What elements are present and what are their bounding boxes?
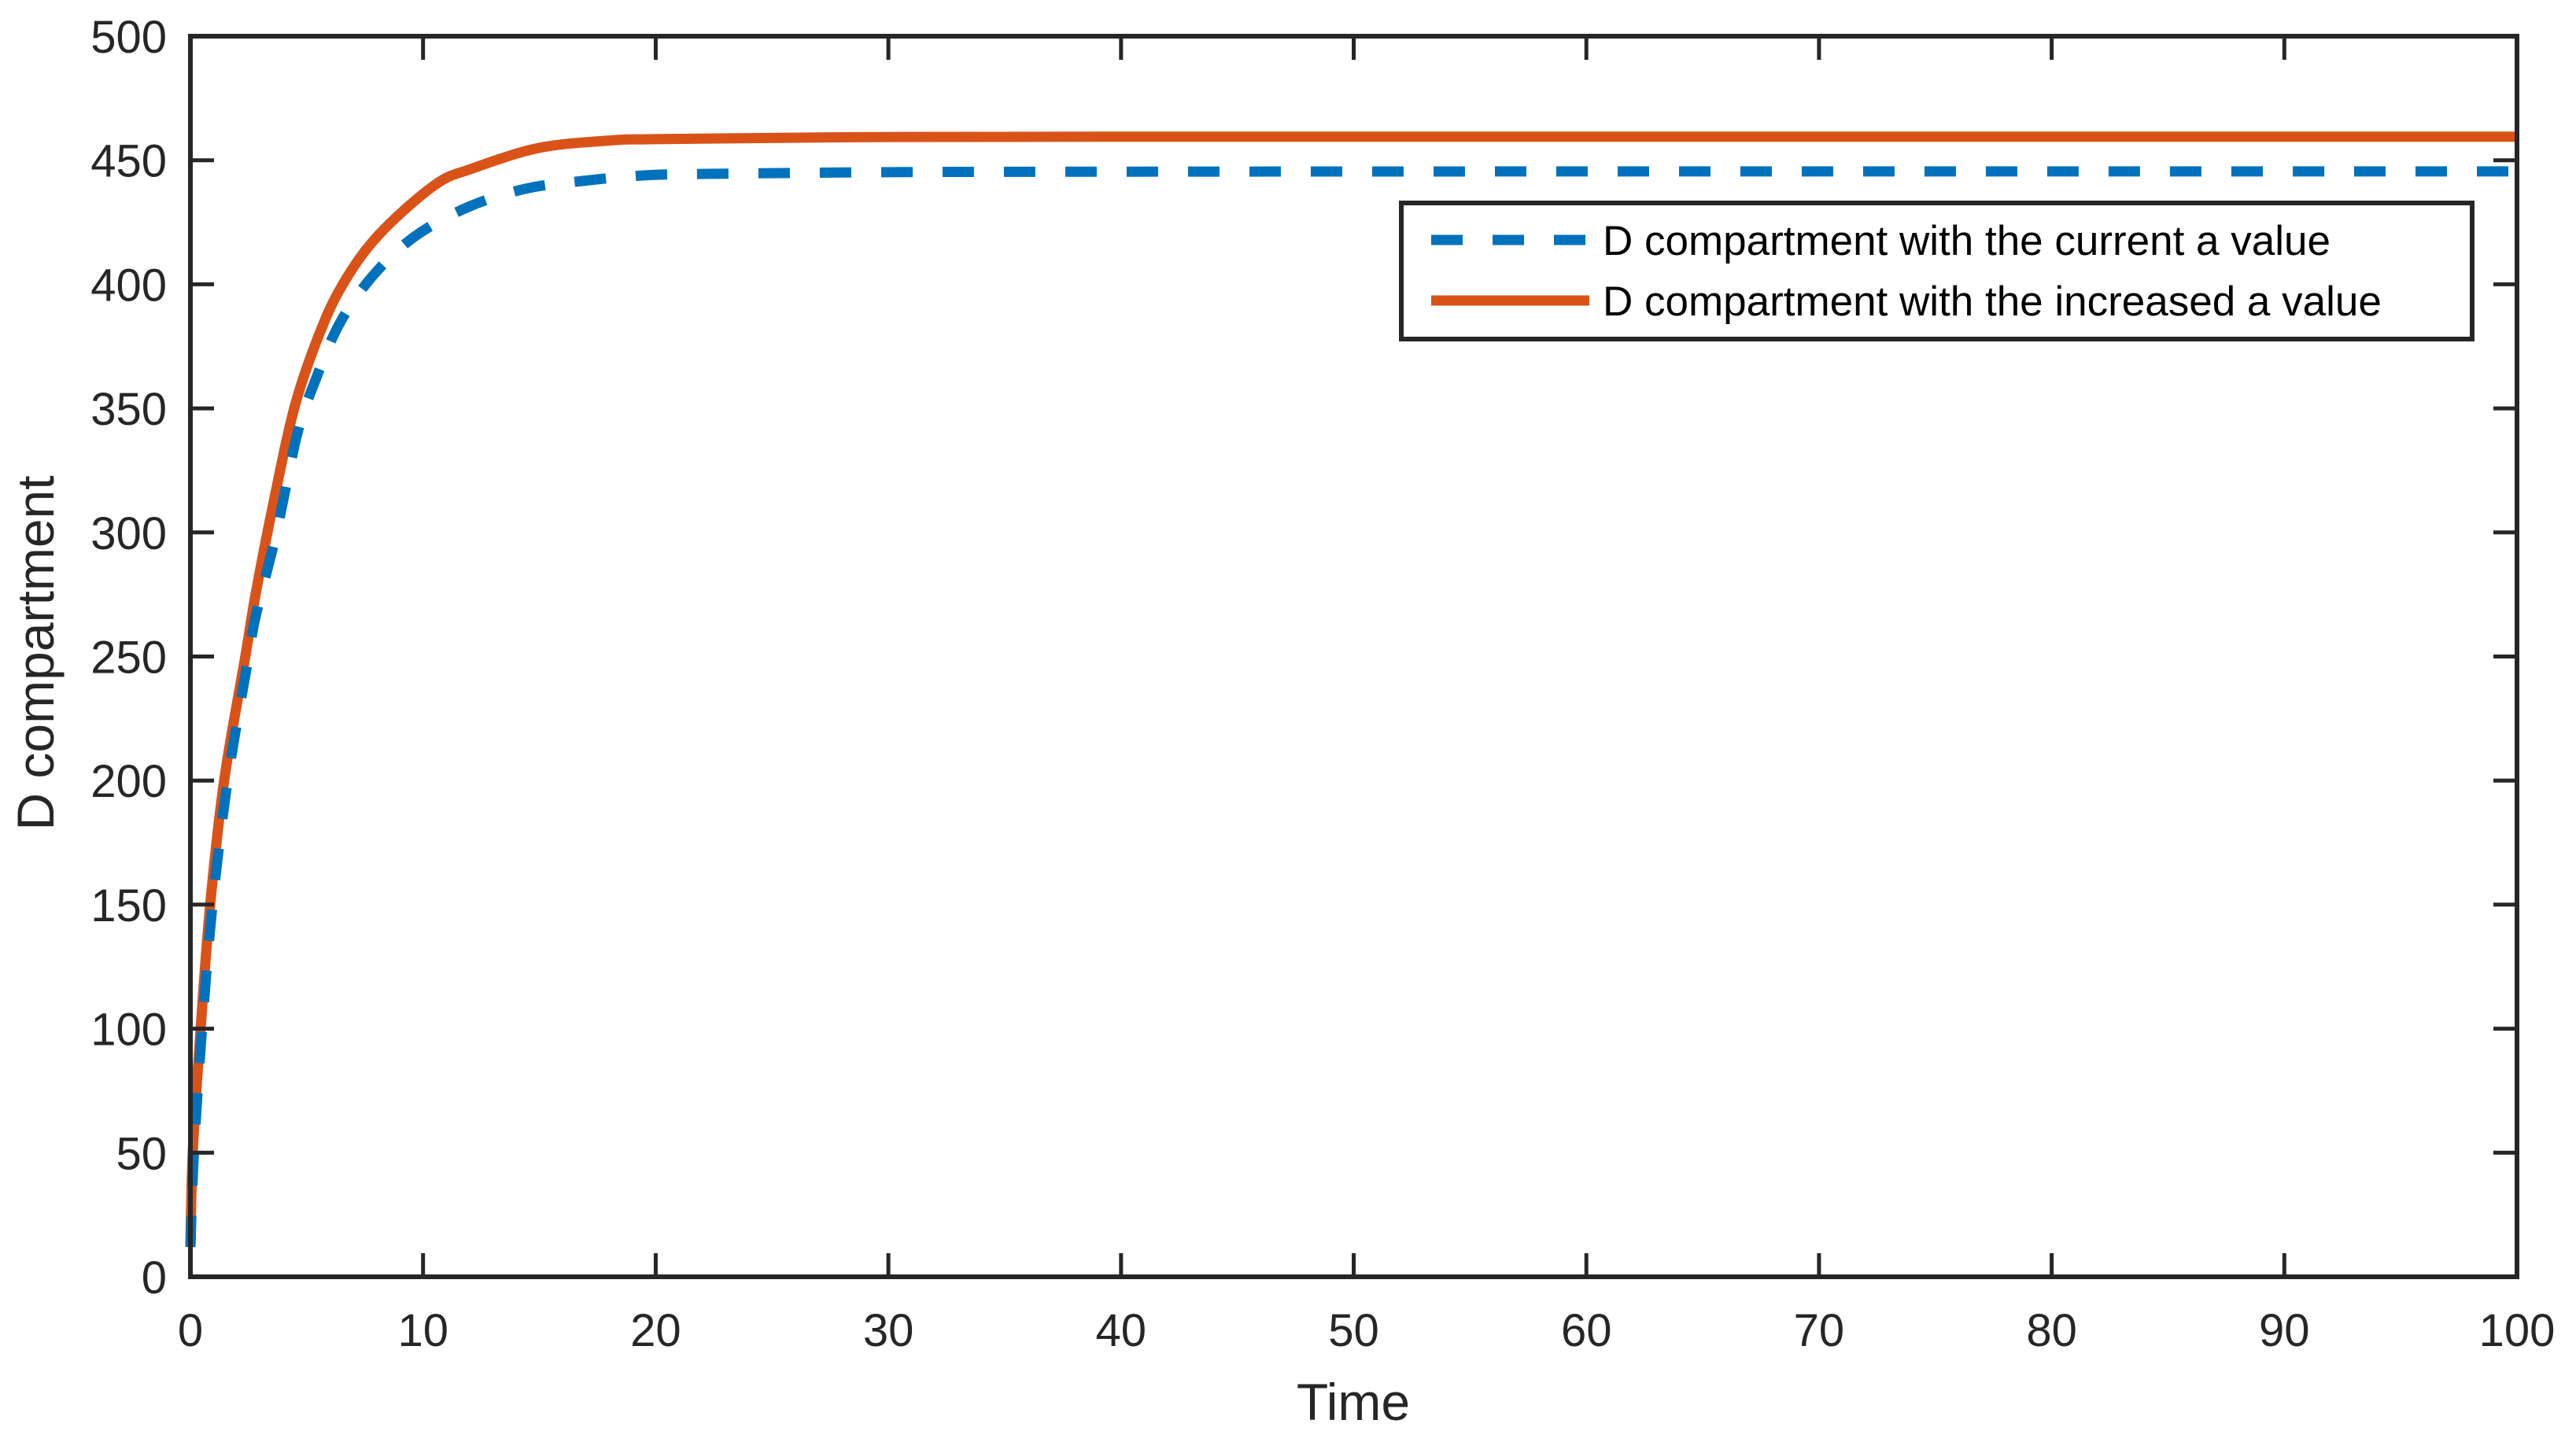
y-tick-label: 0 [142,1252,167,1304]
x-axis-title: Time [1297,1373,1410,1431]
x-tick-label: 0 [178,1305,203,1356]
y-tick-label: 350 [90,384,167,435]
x-tick-label: 100 [2479,1305,2556,1356]
x-tick-label: 40 [1096,1305,1147,1356]
series-layer [185,131,2517,1248]
y-tick-label: 50 [116,1128,167,1179]
y-tick-label: 400 [90,260,167,311]
y-tick-label: 200 [90,756,167,807]
x-axis-ticks: 0 10 20 30 40 50 60 70 80 90 100 [178,36,2556,1356]
x-tick-label: 20 [630,1305,681,1356]
x-tick-label: 60 [1561,1305,1612,1356]
y-tick-label: 450 [90,136,167,187]
x-tick-label: 50 [1328,1305,1379,1356]
x-tick-label: 70 [1794,1305,1845,1356]
legend-label-increased: D compartment with the increased a value [1603,278,2382,325]
x-tick-label: 10 [397,1305,448,1356]
y-axis-ticks: 0 50 100 150 200 250 300 350 400 450 500 [90,12,2517,1304]
y-axis-title: D compartment [6,475,65,830]
y-tick-label: 100 [90,1005,167,1056]
legend: D compartment with the current a value D… [1399,201,2475,341]
x-tick-label: 30 [863,1305,914,1356]
legend-box [1399,201,2475,341]
y-tick-label: 500 [90,12,167,63]
x-tick-label: 80 [2026,1305,2077,1356]
y-tick-label: 250 [90,632,167,684]
legend-label-current: D compartment with the current a value [1603,218,2331,264]
series-current-a-value [185,166,2517,1248]
y-tick-label: 300 [90,508,167,559]
x-tick-label: 90 [2259,1305,2310,1356]
y-tick-label: 150 [90,880,167,931]
